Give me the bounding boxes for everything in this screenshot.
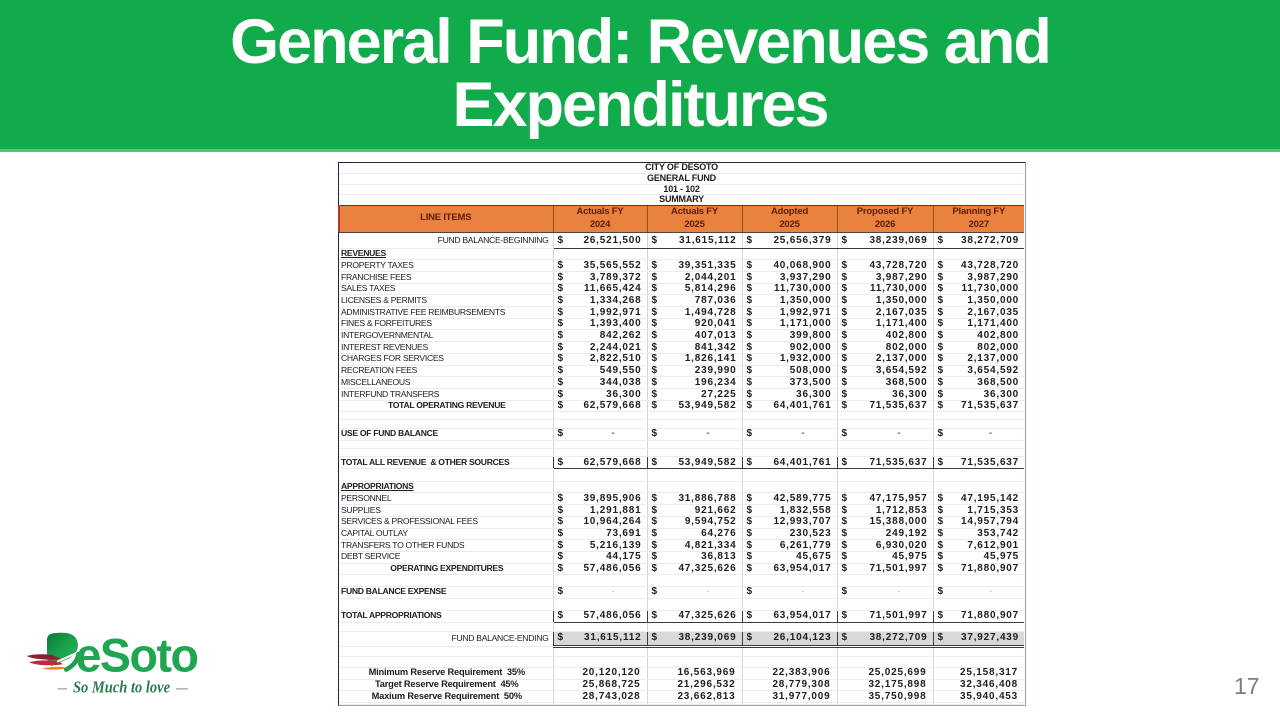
svg-text:eSoto: eSoto [76,629,198,682]
svg-text:So Much to love: So Much to love [73,678,170,697]
